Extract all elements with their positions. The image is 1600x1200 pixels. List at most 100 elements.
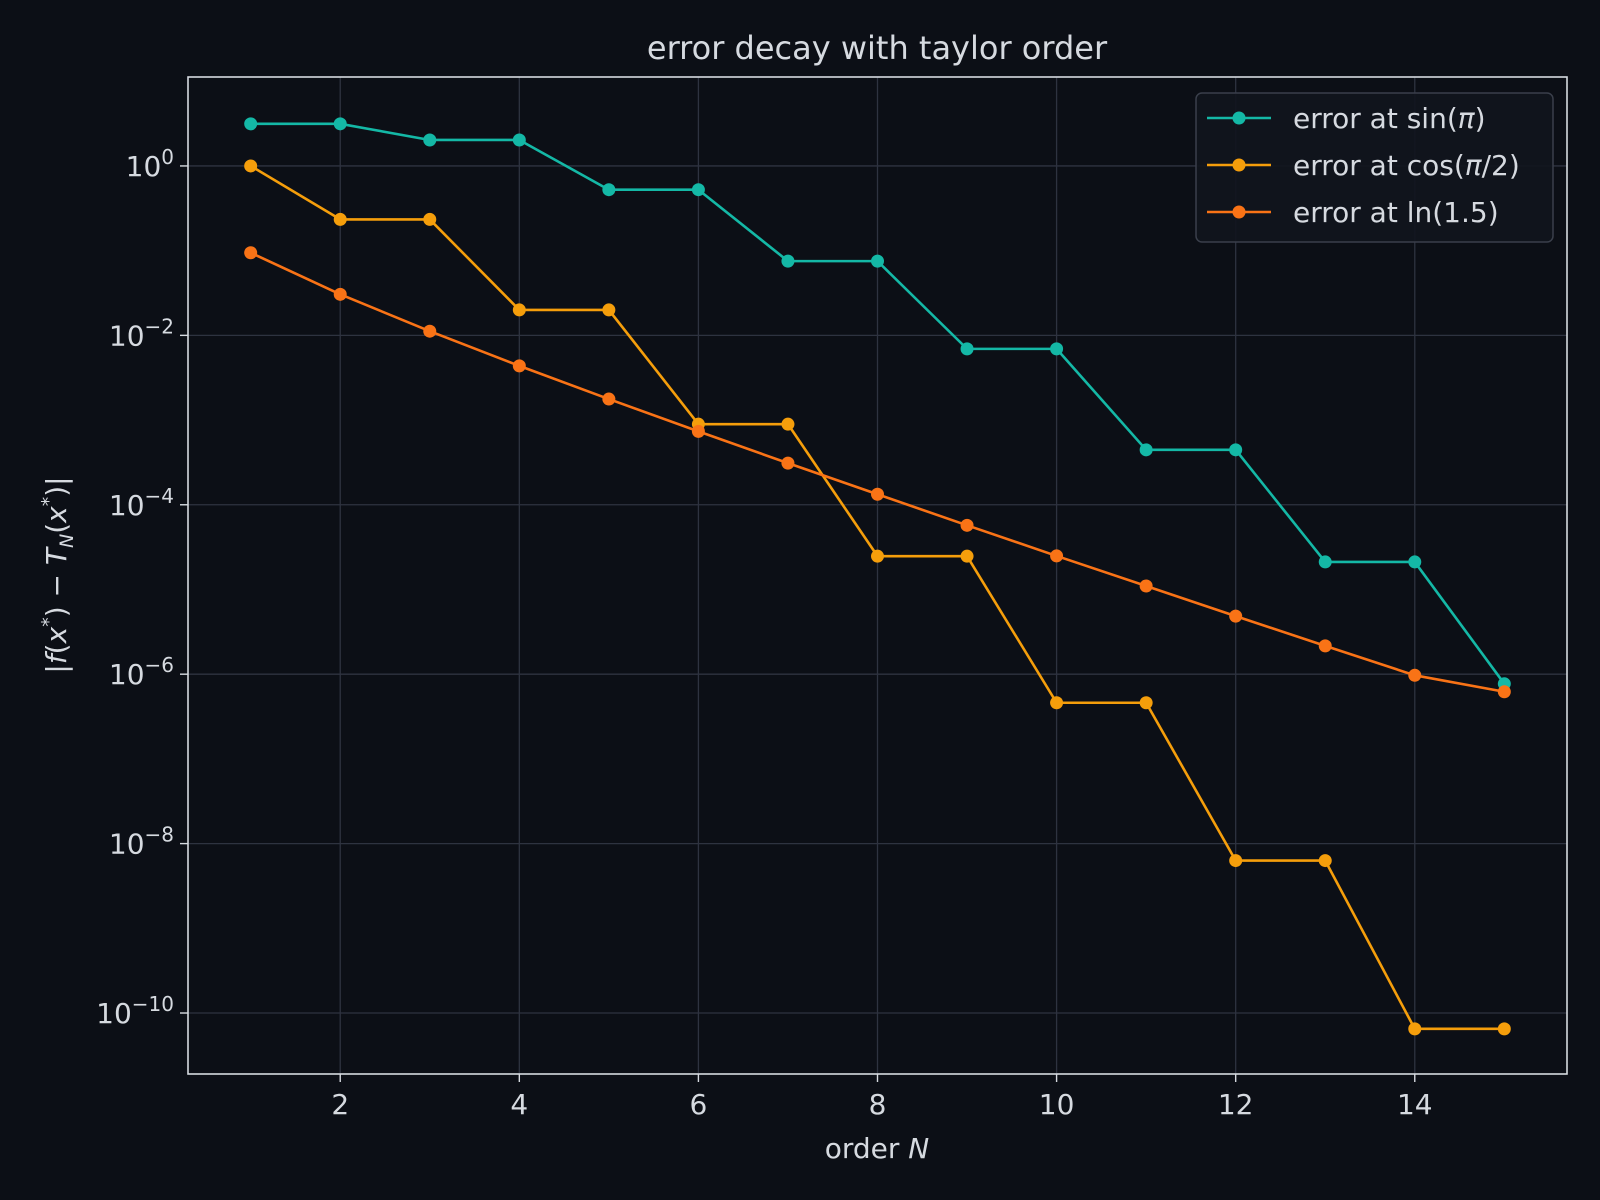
y-tick-label: 10−2 <box>109 314 174 352</box>
x-tick-label: 4 <box>510 1088 528 1121</box>
grid-lines <box>188 77 1567 1074</box>
data-point <box>602 303 616 317</box>
data-point <box>1229 443 1243 457</box>
data-point <box>423 212 437 226</box>
y-label-paren-close-2: ) <box>40 486 73 497</box>
legend-label-ln-prefix: error at ln(1.5) <box>1293 196 1499 229</box>
legend-label-sin: error at sin(π) <box>1293 102 1486 135</box>
data-point <box>244 117 258 131</box>
data-point <box>1139 443 1153 457</box>
data-point <box>1139 579 1153 593</box>
data-point <box>244 246 258 260</box>
data-point <box>1497 685 1511 699</box>
legend: error at sin(π) error at cos(π/2) error … <box>1195 92 1554 243</box>
legend-label-sin-prefix: error at sin( <box>1293 102 1458 135</box>
y-tick-base: 10 <box>109 489 145 522</box>
data-point <box>1050 342 1064 356</box>
y-label-paren-open-2: ( <box>40 523 73 534</box>
y-label-bar-open: | <box>40 664 73 673</box>
legend-marker-cos <box>1232 158 1246 172</box>
x-axis-label-text: order <box>825 1132 909 1165</box>
legend-label-cos: error at cos(π/2) <box>1293 149 1520 182</box>
data-point <box>1229 609 1243 623</box>
data-point <box>423 324 437 338</box>
legend-marker-ln <box>1232 205 1246 219</box>
y-tick-label: 100 <box>126 145 174 183</box>
y-label-N-sub: N <box>56 534 78 548</box>
legend-label-cos-italic: π <box>1465 149 1483 182</box>
y-tick-base: 10 <box>109 319 145 352</box>
data-point <box>1408 555 1422 569</box>
data-point <box>871 487 884 501</box>
data-point <box>1318 639 1332 653</box>
y-tick-exponent: −8 <box>145 823 174 847</box>
y-tick-label: 10−10 <box>96 992 174 1030</box>
y-tick-label: 10−8 <box>109 823 174 861</box>
y-axis-label: |f(x*) − TN(x*)| <box>38 476 78 673</box>
legend-label-ln: error at ln(1.5) <box>1293 196 1499 229</box>
data-point <box>691 183 705 197</box>
data-point <box>1318 555 1332 569</box>
data-point <box>1139 696 1153 710</box>
x-axis-label-italic: N <box>908 1132 929 1165</box>
y-label-paren-close-1: ) <box>40 606 73 617</box>
y-tick-exponent: 0 <box>161 145 174 169</box>
data-point <box>333 117 347 131</box>
x-tick-label: 12 <box>1218 1088 1254 1121</box>
y-label-minus: − <box>40 565 73 606</box>
y-label-star2: * <box>38 497 60 507</box>
legend-marker-sin <box>1232 111 1246 125</box>
data-point <box>691 424 705 438</box>
y-label-star1: * <box>38 617 60 627</box>
x-tick-label: 2 <box>331 1088 349 1121</box>
data-point <box>333 212 347 226</box>
data-point <box>512 359 526 373</box>
data-point <box>1050 696 1064 710</box>
y-label-x2: x <box>40 506 73 524</box>
legend-label-sin-italic: π <box>1458 102 1476 135</box>
y-label-bar-close: | <box>40 476 73 485</box>
x-tick-label: 10 <box>1039 1088 1075 1121</box>
chart-title: error decay with taylor order <box>647 29 1108 67</box>
y-tick-label: 10−6 <box>109 653 174 691</box>
data-point <box>1318 854 1332 868</box>
legend-label-cos-suffix: /2) <box>1482 149 1520 182</box>
y-tick-base: 10 <box>126 150 162 183</box>
y-tick-label: 10−4 <box>109 484 174 522</box>
y-label-paren-open-1: ( <box>40 643 73 654</box>
data-point <box>871 549 884 563</box>
x-tick-label: 14 <box>1397 1088 1433 1121</box>
y-tick-exponent: −10 <box>132 992 174 1016</box>
data-point <box>244 159 258 173</box>
data-point <box>1408 668 1422 682</box>
legend-box <box>1195 92 1554 243</box>
data-point <box>960 342 974 356</box>
data-point <box>1497 1022 1511 1036</box>
x-axis-label: order N <box>825 1132 930 1165</box>
data-point <box>781 417 795 431</box>
y-tick-exponent: −2 <box>145 314 174 338</box>
data-point <box>602 392 616 406</box>
x-tick-label: 8 <box>869 1088 887 1121</box>
data-point <box>781 456 795 470</box>
data-point <box>1229 854 1243 868</box>
data-point <box>960 549 974 563</box>
x-tick-label: 6 <box>689 1088 707 1121</box>
y-label-T: T <box>40 546 73 565</box>
legend-label-cos-prefix: error at cos( <box>1293 149 1465 182</box>
data-point <box>602 183 616 197</box>
y-label-x1: x <box>40 626 73 644</box>
data-point <box>333 287 347 301</box>
y-tick-exponent: −6 <box>145 653 174 677</box>
data-point <box>1408 1022 1422 1036</box>
y-tick-base: 10 <box>96 997 132 1030</box>
data-point <box>512 133 526 147</box>
data-point <box>423 133 437 147</box>
y-tick-exponent: −4 <box>145 484 174 508</box>
legend-label-sin-suffix: ) <box>1475 102 1486 135</box>
data-point <box>871 254 884 268</box>
data-point <box>512 303 526 317</box>
